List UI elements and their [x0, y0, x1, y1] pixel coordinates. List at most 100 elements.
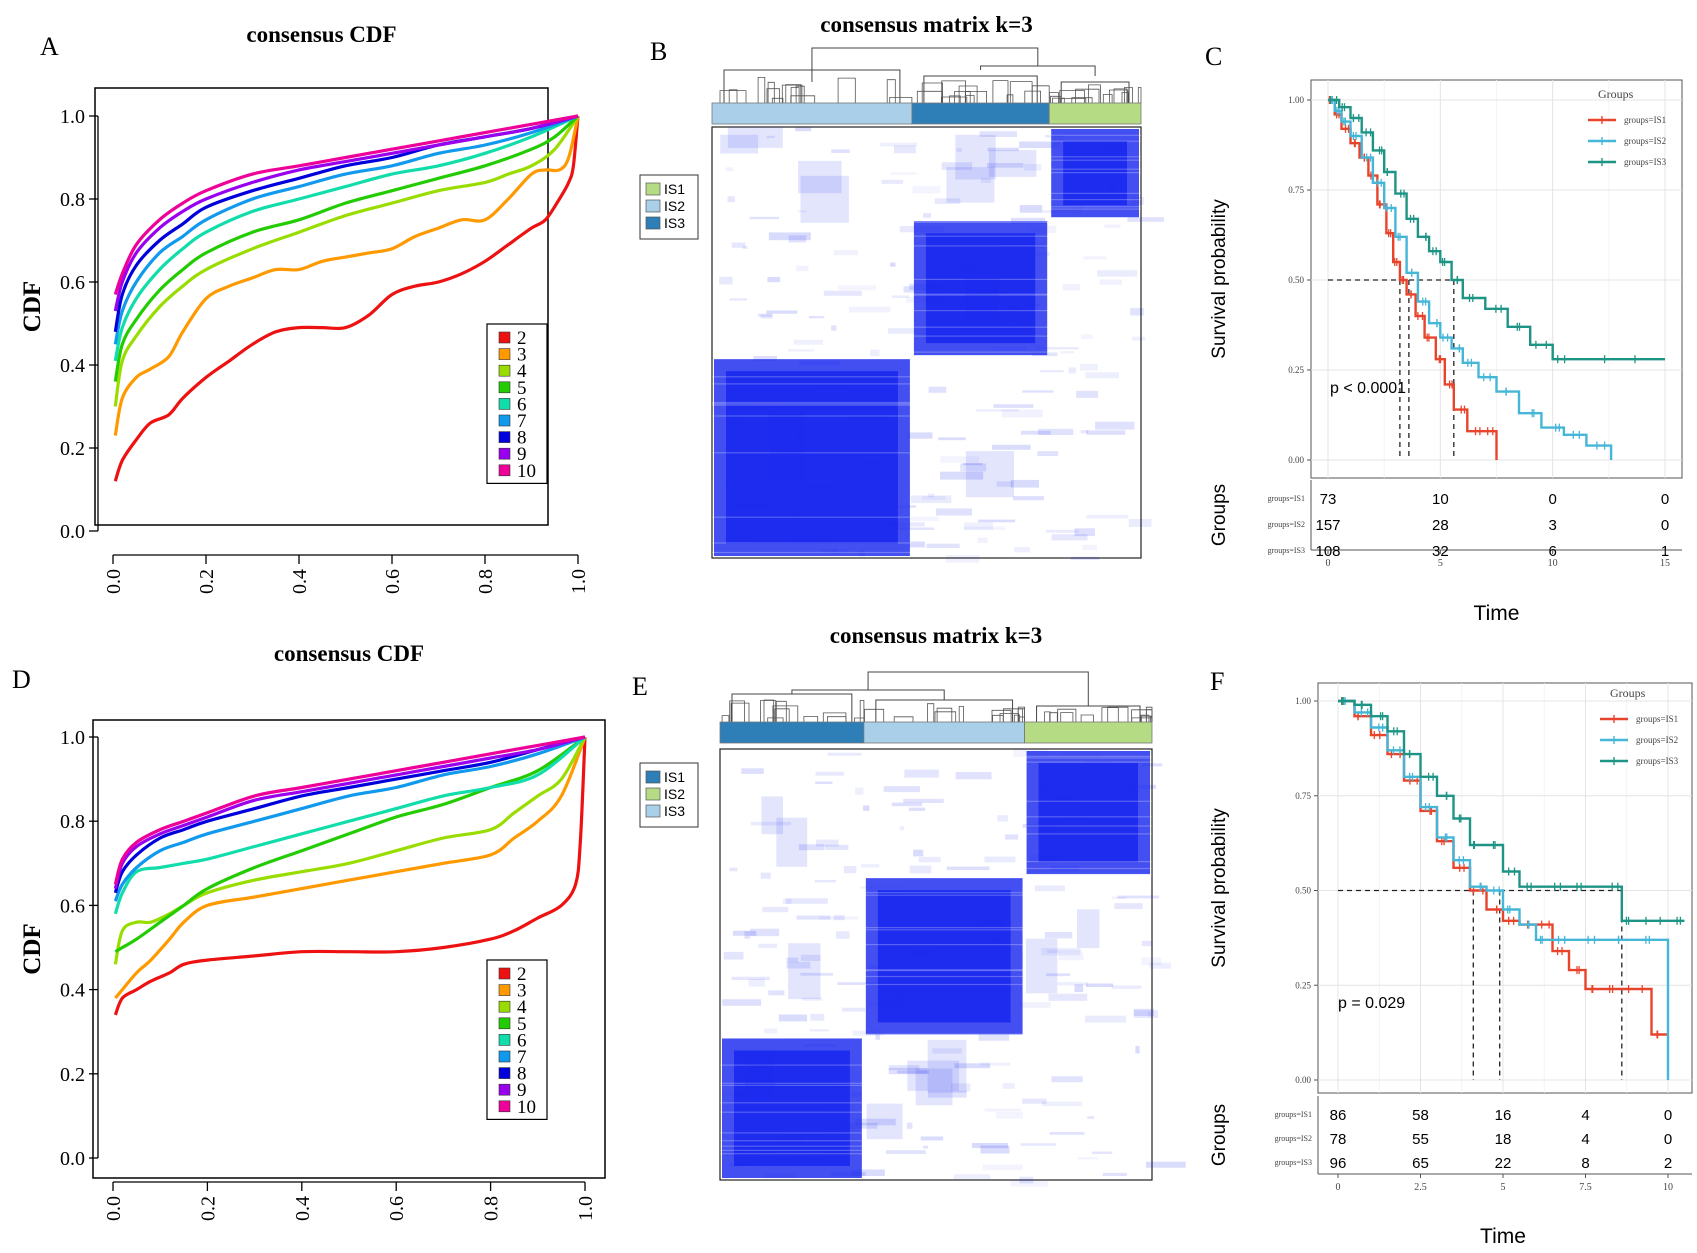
- dendrogram-leaf: [767, 717, 784, 722]
- dendrogram-leaf: [790, 95, 816, 103]
- legend-swatch-k2: [498, 967, 511, 980]
- matrix-noise: [1079, 363, 1098, 371]
- group-bar-is1: [1048, 102, 1142, 125]
- y-tick-label: 0.0: [60, 1148, 85, 1170]
- matrix-noise: [750, 928, 780, 937]
- matrix-noise: [764, 1028, 778, 1034]
- dendrogram-leaf: [1003, 708, 1025, 722]
- legend-label-k9: 9: [517, 444, 527, 465]
- legend-label-k6: 6: [517, 1030, 527, 1051]
- block-stripe: [911, 278, 1050, 280]
- consensus-block-core: [726, 371, 898, 544]
- risk-row-label-is1: groups=IS1: [1275, 1110, 1312, 1119]
- legend-swatch-k7: [498, 414, 511, 427]
- matrix-noise: [1148, 1011, 1153, 1017]
- risk-row-label-is3: groups=IS3: [1275, 1158, 1312, 1167]
- matrix-noise: [802, 997, 823, 1001]
- block-stripe: [1049, 156, 1141, 158]
- matrix-noise: [956, 148, 962, 152]
- risk-count: 28: [1432, 517, 1449, 534]
- dendrogram-leaf: [921, 82, 943, 103]
- matrix-noise: [1132, 336, 1146, 341]
- matrix-noise: [760, 314, 773, 319]
- matrix-noise: [1010, 479, 1039, 488]
- dendrogram-leaf: [1017, 706, 1025, 722]
- matrix-noise: [1022, 1098, 1047, 1104]
- legend-label-is3: groups=IS3: [1636, 756, 1679, 766]
- matrix-noise: [788, 235, 807, 243]
- matrix-noise: [993, 404, 1034, 408]
- dendrogram: [719, 47, 1142, 103]
- block-stripe: [1049, 172, 1141, 174]
- matrix-noise: [823, 290, 862, 296]
- legend-label-is3: groups=IS3: [1624, 157, 1667, 167]
- dendrogram-leaf: [916, 90, 943, 103]
- matrix-noise: [901, 516, 939, 521]
- dendrogram-leaf: [1131, 709, 1153, 722]
- matrix-title: consensus matrix k=3: [820, 12, 1032, 37]
- matrix-noise: [766, 310, 798, 314]
- legend-swatch-k9: [498, 1083, 511, 1096]
- y-tick-label: 1.0: [60, 727, 85, 749]
- dendrogram-join: [980, 65, 1096, 76]
- matrix-noise: [1086, 983, 1114, 987]
- y-tick-label: 0.25: [1295, 980, 1311, 990]
- block-stripe: [712, 376, 912, 378]
- matrix-noise: [1037, 347, 1079, 350]
- dendrogram-leaf: [1044, 711, 1051, 722]
- panel-label-c: C: [1205, 42, 1222, 71]
- dendrogram-leaf: [927, 703, 935, 722]
- matrix-noise: [808, 316, 825, 319]
- legend-label-k7: 7: [517, 1047, 527, 1068]
- matrix-noise: [1010, 1179, 1048, 1187]
- matrix-weak-region: [769, 413, 804, 480]
- block-stripe: [911, 235, 1050, 237]
- km-curve-is3: [1338, 699, 1685, 922]
- matrix-noise: [1127, 217, 1164, 222]
- group-bar-is3: [863, 721, 1025, 744]
- y-tick-label: 0.4: [60, 355, 85, 377]
- matrix-weak-region: [776, 817, 808, 867]
- matrix-noise: [940, 456, 979, 463]
- y-tick-label: 0.50: [1295, 886, 1311, 896]
- x-tick-label: 0.2: [196, 569, 218, 594]
- km-legend: Groups groups=IS1 groups=IS2 groups=IS3: [1588, 87, 1667, 167]
- matrix-noise: [749, 216, 780, 220]
- matrix-noise: [744, 931, 751, 939]
- matrix-noise: [1102, 1172, 1127, 1176]
- legend-swatch-k7: [498, 1050, 511, 1063]
- dendrogram-leaf: [1059, 90, 1085, 103]
- matrix-noise: [800, 954, 821, 961]
- matrix-noise: [987, 163, 1024, 168]
- matrix-noise: [1034, 885, 1065, 892]
- block-stripe: [1049, 168, 1141, 170]
- matrix-noise: [1149, 962, 1171, 969]
- p-value: p = 0.029: [1338, 995, 1405, 1012]
- x-tick-label: 7.5: [1579, 1182, 1592, 1193]
- legend-box: [486, 959, 548, 1120]
- y-axis-label: Survival probability: [1209, 808, 1230, 968]
- matrix-noise: [815, 771, 845, 776]
- matrix-noise: [1068, 367, 1077, 374]
- matrix-noise: [945, 555, 980, 563]
- dendrogram-leaf: [893, 716, 914, 722]
- block-stripe: [863, 892, 1025, 894]
- matrix-noise: [809, 1029, 829, 1032]
- dendrogram-leaf: [1107, 706, 1129, 722]
- cdf-line-k6: [113, 735, 587, 915]
- dendrogram-leaf: [1102, 94, 1113, 103]
- y-tick-label: 0.8: [60, 811, 85, 833]
- matrix-noise: [1022, 390, 1054, 393]
- matrix-noise: [782, 898, 792, 905]
- block-stripe: [1024, 757, 1152, 759]
- y-tick-label: 0.2: [60, 438, 85, 460]
- matrix-noise: [1095, 421, 1135, 430]
- dendrogram-leaf: [1024, 90, 1041, 103]
- matrix-noise: [1044, 932, 1073, 939]
- matrix-noise: [760, 872, 771, 879]
- dendrogram-leaf: [1124, 87, 1133, 103]
- matrix-noise: [855, 787, 864, 795]
